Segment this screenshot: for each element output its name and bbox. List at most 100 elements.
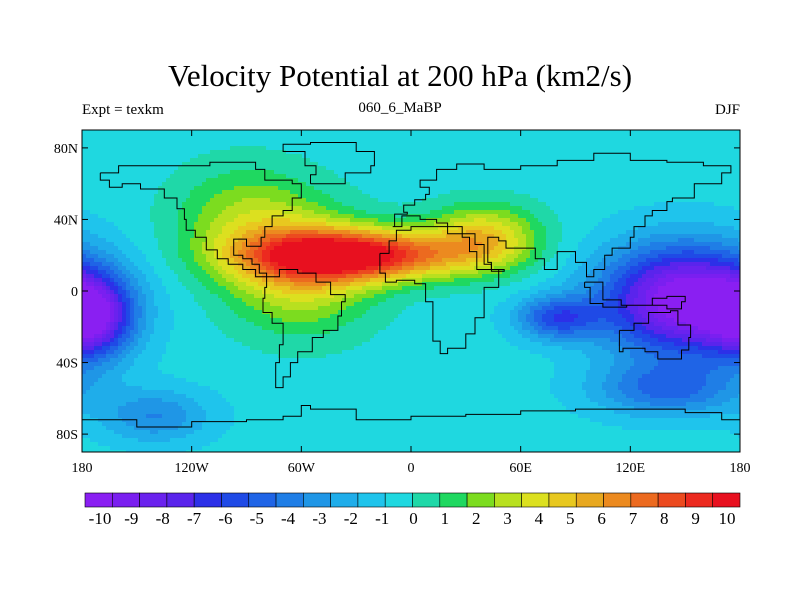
field-cell	[130, 162, 135, 167]
field-cell	[230, 278, 235, 283]
field-cell	[206, 142, 211, 147]
field-cell	[242, 362, 247, 367]
field-cell	[234, 290, 239, 295]
field-cell	[146, 194, 151, 199]
field-cell	[306, 258, 311, 263]
field-cell	[138, 298, 143, 303]
field-cell	[90, 410, 95, 415]
field-cell	[102, 342, 107, 347]
field-cell	[170, 406, 175, 411]
field-cell	[106, 194, 111, 199]
field-cell	[230, 286, 235, 291]
field-cell	[182, 290, 187, 295]
field-cell	[126, 166, 131, 171]
field-cell	[170, 238, 175, 243]
field-cell	[166, 366, 171, 371]
field-cell	[122, 422, 127, 427]
field-cell	[146, 330, 151, 335]
field-cell	[86, 442, 91, 447]
field-cell	[198, 206, 203, 211]
field-cell	[106, 146, 111, 151]
field-cell	[86, 162, 91, 167]
field-cell	[306, 386, 311, 391]
field-cell	[214, 434, 219, 439]
field-cell	[202, 242, 207, 247]
field-cell	[242, 254, 247, 259]
field-cell	[286, 258, 291, 263]
field-cell	[326, 150, 331, 155]
field-cell	[318, 366, 323, 371]
field-cell	[178, 338, 183, 343]
field-cell	[266, 278, 271, 283]
field-cell	[302, 414, 307, 419]
field-cell	[142, 354, 147, 359]
field-cell	[206, 146, 211, 151]
field-cell	[170, 142, 175, 147]
field-cell	[110, 154, 115, 159]
field-cell	[230, 130, 235, 135]
field-cell	[294, 230, 299, 235]
field-cell	[182, 234, 187, 239]
field-cell	[266, 214, 271, 219]
field-cell	[214, 446, 219, 451]
field-cell	[118, 378, 123, 383]
field-cell	[326, 222, 331, 227]
field-cell	[182, 174, 187, 179]
field-cell	[150, 254, 155, 259]
field-cell	[282, 246, 287, 251]
field-cell	[146, 262, 151, 267]
field-cell	[126, 390, 131, 395]
field-cell	[86, 134, 91, 139]
field-cell	[322, 346, 327, 351]
field-cell	[86, 306, 91, 311]
field-cell	[238, 346, 243, 351]
field-cell	[202, 166, 207, 171]
field-cell	[186, 170, 191, 175]
field-cell	[190, 446, 195, 451]
field-cell	[278, 230, 283, 235]
field-cell	[198, 134, 203, 139]
field-cell	[298, 258, 303, 263]
field-cell	[202, 330, 207, 335]
field-cell	[306, 254, 311, 259]
field-cell	[154, 294, 159, 299]
field-cell	[158, 134, 163, 139]
field-cell	[298, 394, 303, 399]
field-cell	[274, 266, 279, 271]
field-cell	[150, 170, 155, 175]
field-cell	[214, 178, 219, 183]
field-cell	[126, 270, 131, 275]
field-cell	[178, 370, 183, 375]
field-cell	[294, 330, 299, 335]
field-cell	[274, 362, 279, 367]
field-cell	[158, 422, 163, 427]
field-cell	[106, 210, 111, 215]
field-cell	[182, 182, 187, 187]
field-cell	[138, 194, 143, 199]
field-cell	[282, 354, 287, 359]
field-cell	[182, 274, 187, 279]
field-cell	[270, 402, 275, 407]
field-cell	[262, 414, 267, 419]
field-cell	[270, 278, 275, 283]
field-cell	[170, 146, 175, 151]
field-cell	[242, 334, 247, 339]
field-cell	[126, 238, 131, 243]
field-cell	[126, 178, 131, 183]
field-cell	[94, 382, 99, 387]
field-cell	[254, 410, 259, 415]
field-cell	[274, 366, 279, 371]
field-cell	[114, 406, 119, 411]
field-cell	[122, 130, 127, 135]
field-cell	[210, 214, 215, 219]
field-cell	[310, 318, 315, 323]
field-cell	[110, 274, 115, 279]
field-cell	[130, 442, 135, 447]
field-cell	[254, 194, 259, 199]
field-cell	[306, 370, 311, 375]
field-cell	[138, 226, 143, 231]
field-cell	[326, 298, 331, 303]
field-cell	[198, 242, 203, 247]
field-cell	[258, 174, 263, 179]
field-cell	[122, 178, 127, 183]
